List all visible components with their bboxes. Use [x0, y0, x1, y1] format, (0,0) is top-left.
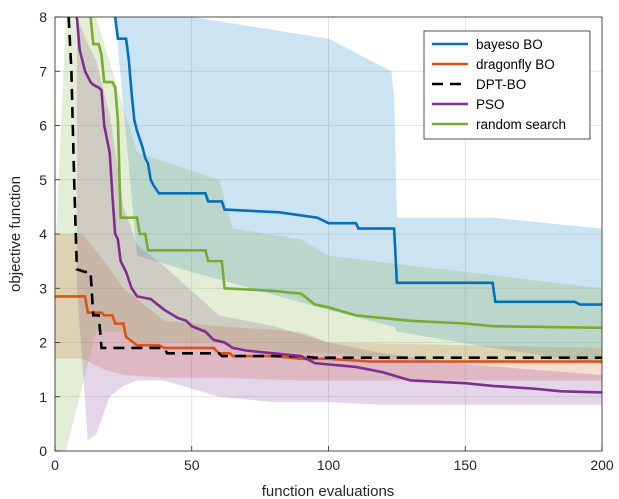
y-tick-label: 2: [39, 335, 47, 351]
legend-label-bayeso-bo: bayeso BO: [476, 37, 543, 52]
x-tick-label: 100: [317, 457, 341, 473]
random-search-band: [55, 17, 602, 451]
x-tick-label: 150: [454, 457, 478, 473]
x-axis-label: function evaluations: [262, 483, 395, 499]
axis-ticks: 0 50 100 150 200 0 1 2 3 4 5 6 7 8: [39, 9, 614, 473]
y-axis-label: objective function: [7, 176, 24, 292]
x-tick-label: 0: [51, 457, 59, 473]
legend-label-random-search: random search: [476, 117, 566, 132]
y-tick-label: 3: [39, 280, 47, 296]
y-tick-label: 5: [39, 172, 47, 188]
y-tick-label: 0: [39, 443, 47, 459]
bayeso-bo-band: [115, 17, 603, 365]
y-tick-label: 4: [39, 226, 47, 242]
dragonfly-bo-band: [55, 234, 602, 381]
y-tick-label: 1: [39, 389, 47, 405]
dpt-bo-line: [67, 16, 602, 359]
legend-label-pso: PSO: [476, 97, 505, 112]
legend: bayeso BO dragonfly BO DPT-BO PSO random sea…: [423, 30, 591, 140]
y-tick-label: 8: [39, 9, 47, 25]
random-search-line: [89, 16, 603, 330]
series-lines: [55, 16, 603, 394]
legend-label-dpt-bo: DPT-BO: [476, 77, 526, 92]
bayeso-bo-line: [113, 16, 602, 306]
dragonfly-bo-line: [55, 295, 602, 363]
x-tick-label: 50: [184, 457, 200, 473]
y-tick-label: 7: [39, 63, 47, 79]
x-tick-label: 200: [590, 457, 614, 473]
y-tick-label: 6: [39, 118, 47, 134]
pso-line: [75, 16, 603, 394]
legend-label-dragonfly-bo: dragonfly BO: [476, 57, 555, 72]
